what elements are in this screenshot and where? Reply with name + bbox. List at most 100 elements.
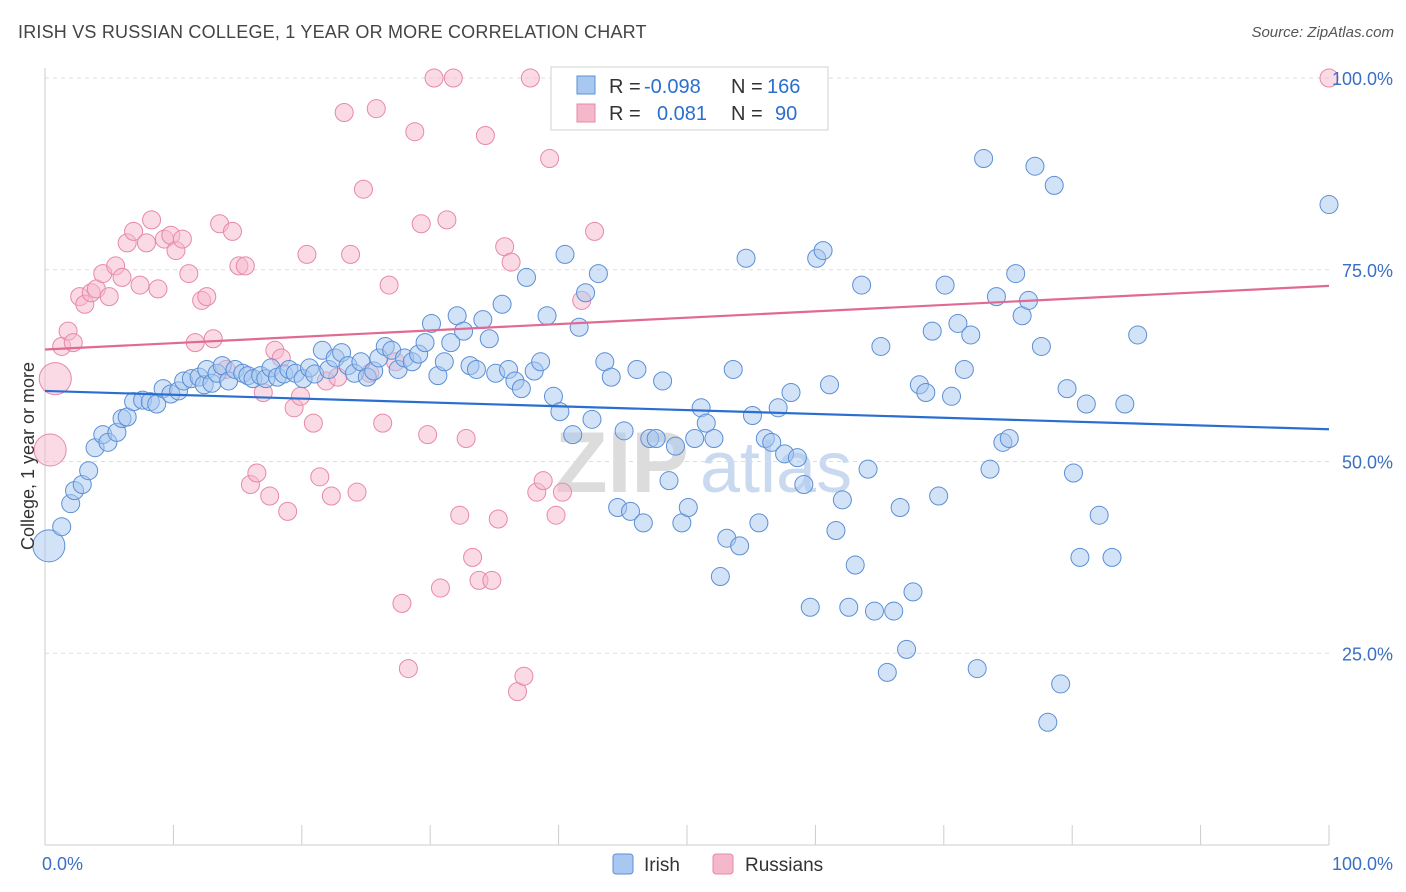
russians-point [247, 463, 267, 483]
irish-point [32, 529, 66, 563]
irish-point [922, 321, 942, 341]
irish-point [454, 321, 474, 341]
irish-point [736, 248, 756, 268]
irish-point [961, 325, 981, 345]
irish-point [800, 597, 820, 617]
irish-point [1051, 674, 1071, 694]
irish-point [954, 359, 974, 379]
irish-point [877, 662, 897, 682]
bottom-legend-irish-swatch [612, 853, 634, 875]
russians-point [99, 287, 119, 307]
irish-point [441, 333, 461, 353]
russians-point [334, 103, 354, 123]
bottom-legend-russians-swatch [712, 853, 734, 875]
y-tick-label: 75.0% [1342, 261, 1393, 281]
irish-point [696, 413, 716, 433]
russians-point [488, 509, 508, 529]
irish-point [704, 428, 724, 448]
irish-point [646, 428, 666, 448]
russians-point [291, 386, 311, 406]
irish-point [890, 498, 910, 518]
russians-point [373, 413, 393, 433]
russians-point [430, 578, 450, 598]
series-legend: Irish Russians [612, 853, 823, 876]
legend-irish-r-value: -0.098 [644, 76, 701, 98]
irish-point [1076, 394, 1096, 414]
irish-point [903, 582, 923, 602]
russians-point [514, 666, 534, 686]
russians-point [347, 482, 367, 502]
russians-point [456, 428, 476, 448]
russians-point [172, 229, 192, 249]
russians-point [450, 505, 470, 525]
russians-point [501, 252, 521, 272]
russians-trend-line [44, 284, 1330, 351]
russians-point [392, 593, 412, 613]
y-axis-label: College, 1 year or more [18, 362, 38, 550]
russians-point [546, 505, 566, 525]
russians-point [222, 221, 242, 241]
legend-irish-n-value: 166 [767, 76, 800, 98]
irish-point [1031, 336, 1051, 356]
russians-points [33, 68, 1339, 702]
irish-point [614, 421, 634, 441]
chart-title: IRISH VS RUSSIAN COLLEGE, 1 YEAR OR MORE… [18, 22, 647, 42]
tick-labels: 25.0% 50.0% 75.0% 100.0% 0.0% 100.0% [42, 69, 1393, 874]
irish-point [929, 486, 949, 506]
legend-russians-swatch [576, 103, 596, 123]
irish-point [621, 501, 641, 521]
irish-point [537, 306, 557, 326]
irish-point [852, 275, 872, 295]
irish-point [787, 448, 807, 468]
legend-box [550, 66, 829, 131]
irish-point [1006, 264, 1026, 284]
irish-point [582, 409, 602, 429]
irish-point [517, 267, 536, 287]
russians-point [366, 99, 386, 119]
russians-point [33, 433, 67, 467]
russians-point [341, 244, 361, 264]
irish-point [653, 371, 673, 391]
irish-point [79, 461, 99, 481]
irish-point [1025, 156, 1045, 176]
irish-point [762, 432, 782, 452]
irish-point [415, 333, 435, 353]
irish-point [742, 405, 762, 425]
correlation-legend: R = -0.098 N = 166 R = 0.081 N = 90 [550, 66, 829, 131]
x-tick-label-min: 0.0% [42, 854, 83, 874]
russians-point [321, 486, 341, 506]
irish-point [723, 359, 743, 379]
irish-point [492, 294, 512, 314]
irish-point [588, 264, 608, 284]
russians-point [405, 122, 425, 142]
irish-point [781, 382, 801, 402]
russians-point [1319, 68, 1339, 88]
russians-point [136, 233, 156, 253]
irish-point [1038, 712, 1058, 732]
irish-point [601, 367, 621, 387]
russians-point [124, 221, 144, 241]
bottom-legend-russians-label: Russians [745, 855, 823, 876]
russians-point [552, 482, 572, 502]
russians-point [540, 149, 560, 169]
irish-point [826, 521, 846, 541]
russians-point [585, 221, 605, 241]
legend-russians-r-label: R = [609, 103, 641, 125]
y-tick-label: 100.0% [1332, 69, 1393, 89]
irish-points [32, 149, 1339, 732]
irish-point [434, 352, 454, 372]
russians-point [379, 275, 399, 295]
russians-point [475, 126, 495, 146]
irish-point [1063, 463, 1083, 483]
irish-point [563, 425, 583, 445]
legend-russians-r-value: 0.081 [657, 103, 707, 125]
irish-point [627, 359, 647, 379]
irish-point [884, 601, 904, 621]
irish-point [871, 336, 891, 356]
irish-point [479, 329, 499, 349]
russians-point [197, 287, 217, 307]
legend-russians-n-label: N = [731, 103, 763, 125]
legend-irish-n-label: N = [731, 76, 763, 98]
irish-point [569, 317, 589, 337]
